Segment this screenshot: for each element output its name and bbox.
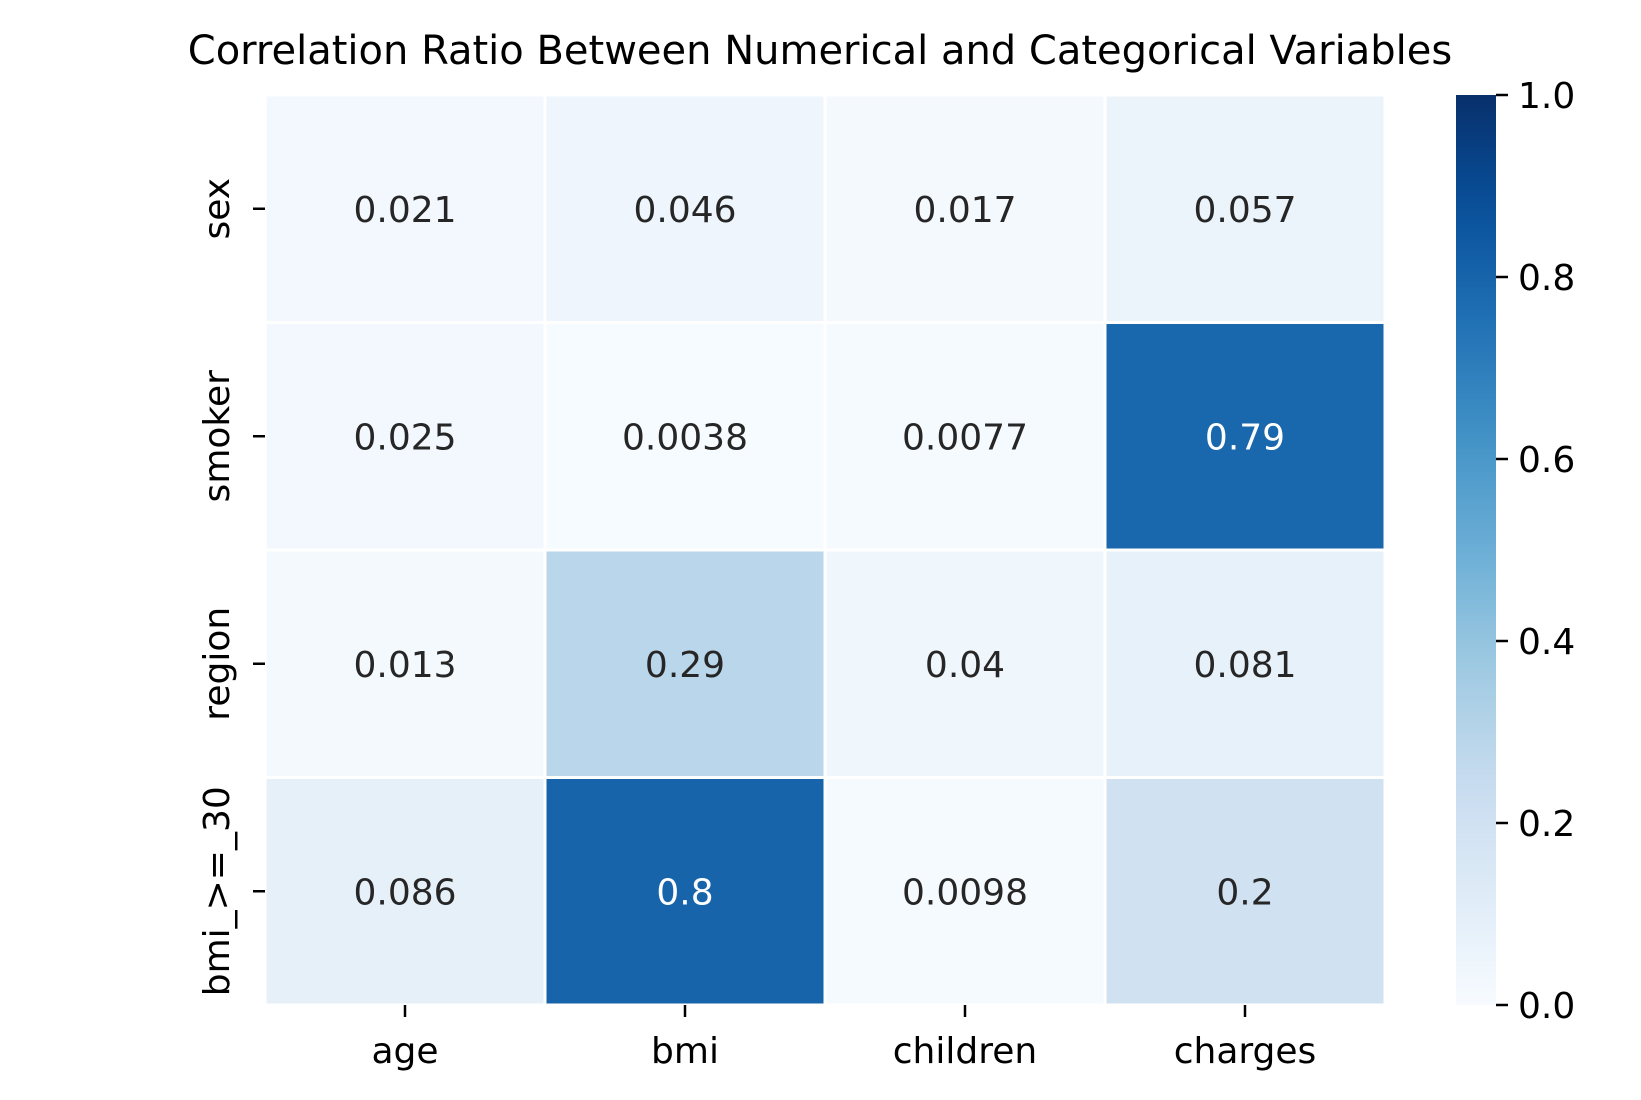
cell-value-label: 0.04 <box>925 645 1005 686</box>
cell-value-label: 0.021 <box>353 190 456 231</box>
y-tick-label: region <box>197 607 238 721</box>
cell-value-label: 0.086 <box>353 872 456 913</box>
colorbar-tick-label: 1.0 <box>1518 76 1575 117</box>
cell-value-label: 0.0077 <box>902 417 1028 458</box>
y-axis: sex smoker region bmi_>=_30 <box>197 178 265 996</box>
colorbar-tick-label: 0.6 <box>1518 440 1575 481</box>
cell-value-label: 0.0038 <box>622 417 748 458</box>
heatmap-cell <box>543 548 827 779</box>
heatmap-cell <box>823 93 1107 324</box>
cell-value-label: 0.081 <box>1193 645 1296 686</box>
colorbar-tick-label: 0.0 <box>1518 986 1575 1027</box>
heatmap-cell <box>1103 321 1387 552</box>
cell-value-label: 0.046 <box>633 190 736 231</box>
cell-value-label: 0.017 <box>913 190 1016 231</box>
heatmap-cell <box>1103 776 1387 1007</box>
cell-value-label: 0.013 <box>353 645 456 686</box>
y-tick-label: smoker <box>197 370 238 503</box>
colorbar-gradient <box>1456 95 1496 1005</box>
heatmap-cells: 0.021 0.046 0.017 0.057 0.025 0.0038 0.0077 0.7… <box>263 93 1387 1007</box>
heatmap-cell <box>263 93 547 324</box>
colorbar: 0.0 0.2 0.4 0.6 0.8 1.0 <box>1456 76 1575 1027</box>
chart-title: Correlation Ratio Between Numerical and … <box>188 28 1452 74</box>
heatmap-cell <box>543 776 827 1007</box>
cell-value-label: 0.057 <box>1193 190 1296 231</box>
x-tick-label: children <box>893 1031 1037 1072</box>
cell-value-label: 0.29 <box>645 645 725 686</box>
x-tick-label: bmi <box>651 1031 719 1072</box>
cell-value-label: 0.79 <box>1205 417 1285 458</box>
x-tick-label: age <box>371 1031 438 1072</box>
heatmap-cell <box>1103 93 1387 324</box>
cell-value-label: 0.8 <box>656 872 713 913</box>
colorbar-tick-label: 0.4 <box>1518 622 1575 663</box>
heatmap-cell <box>263 776 547 1007</box>
cell-value-label: 0.025 <box>353 417 456 458</box>
y-tick-label: bmi_>=_30 <box>197 786 238 996</box>
colorbar-tick-label: 0.2 <box>1518 804 1575 845</box>
heatmap-cell <box>1103 548 1387 779</box>
y-tick-label: sex <box>197 178 238 240</box>
x-axis: age bmi children charges <box>371 1005 1316 1072</box>
heatmap-cell <box>263 321 547 552</box>
cell-value-label: 0.2 <box>1216 872 1273 913</box>
colorbar-tick-label: 0.8 <box>1518 258 1575 299</box>
heatmap-cell <box>543 321 827 552</box>
cell-value-label: 0.0098 <box>902 872 1028 913</box>
x-tick-label: charges <box>1174 1031 1317 1072</box>
heatmap-cell <box>543 93 827 324</box>
